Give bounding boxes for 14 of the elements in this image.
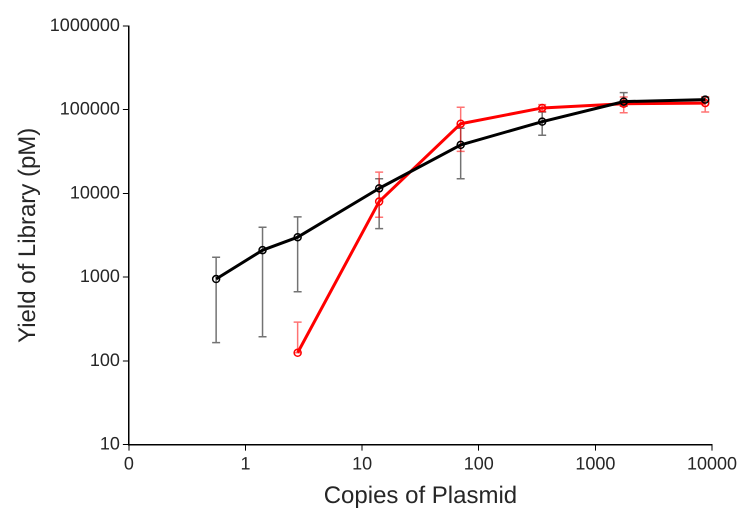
- y-tick-label: 10: [100, 434, 120, 454]
- x-tick-label: 0: [124, 453, 134, 474]
- x-tick-label: 1000: [575, 453, 616, 474]
- x-tick-label: 100: [464, 453, 494, 474]
- y-tick-label: 1000000: [50, 14, 120, 35]
- y-tick-label: 100000: [60, 98, 120, 119]
- x-axis-title: Copies of Plasmid: [324, 482, 518, 510]
- x-tick-label: 10: [352, 453, 372, 474]
- x-tick-label: 10000: [686, 453, 738, 474]
- y-tick-label: 1000: [80, 266, 120, 286]
- y-tick-label: 100: [90, 350, 120, 370]
- y-tick-label: 10000: [70, 182, 120, 202]
- y-axis-title: Yield of Library (pM): [14, 128, 42, 343]
- x-tick-label: 1: [240, 453, 251, 474]
